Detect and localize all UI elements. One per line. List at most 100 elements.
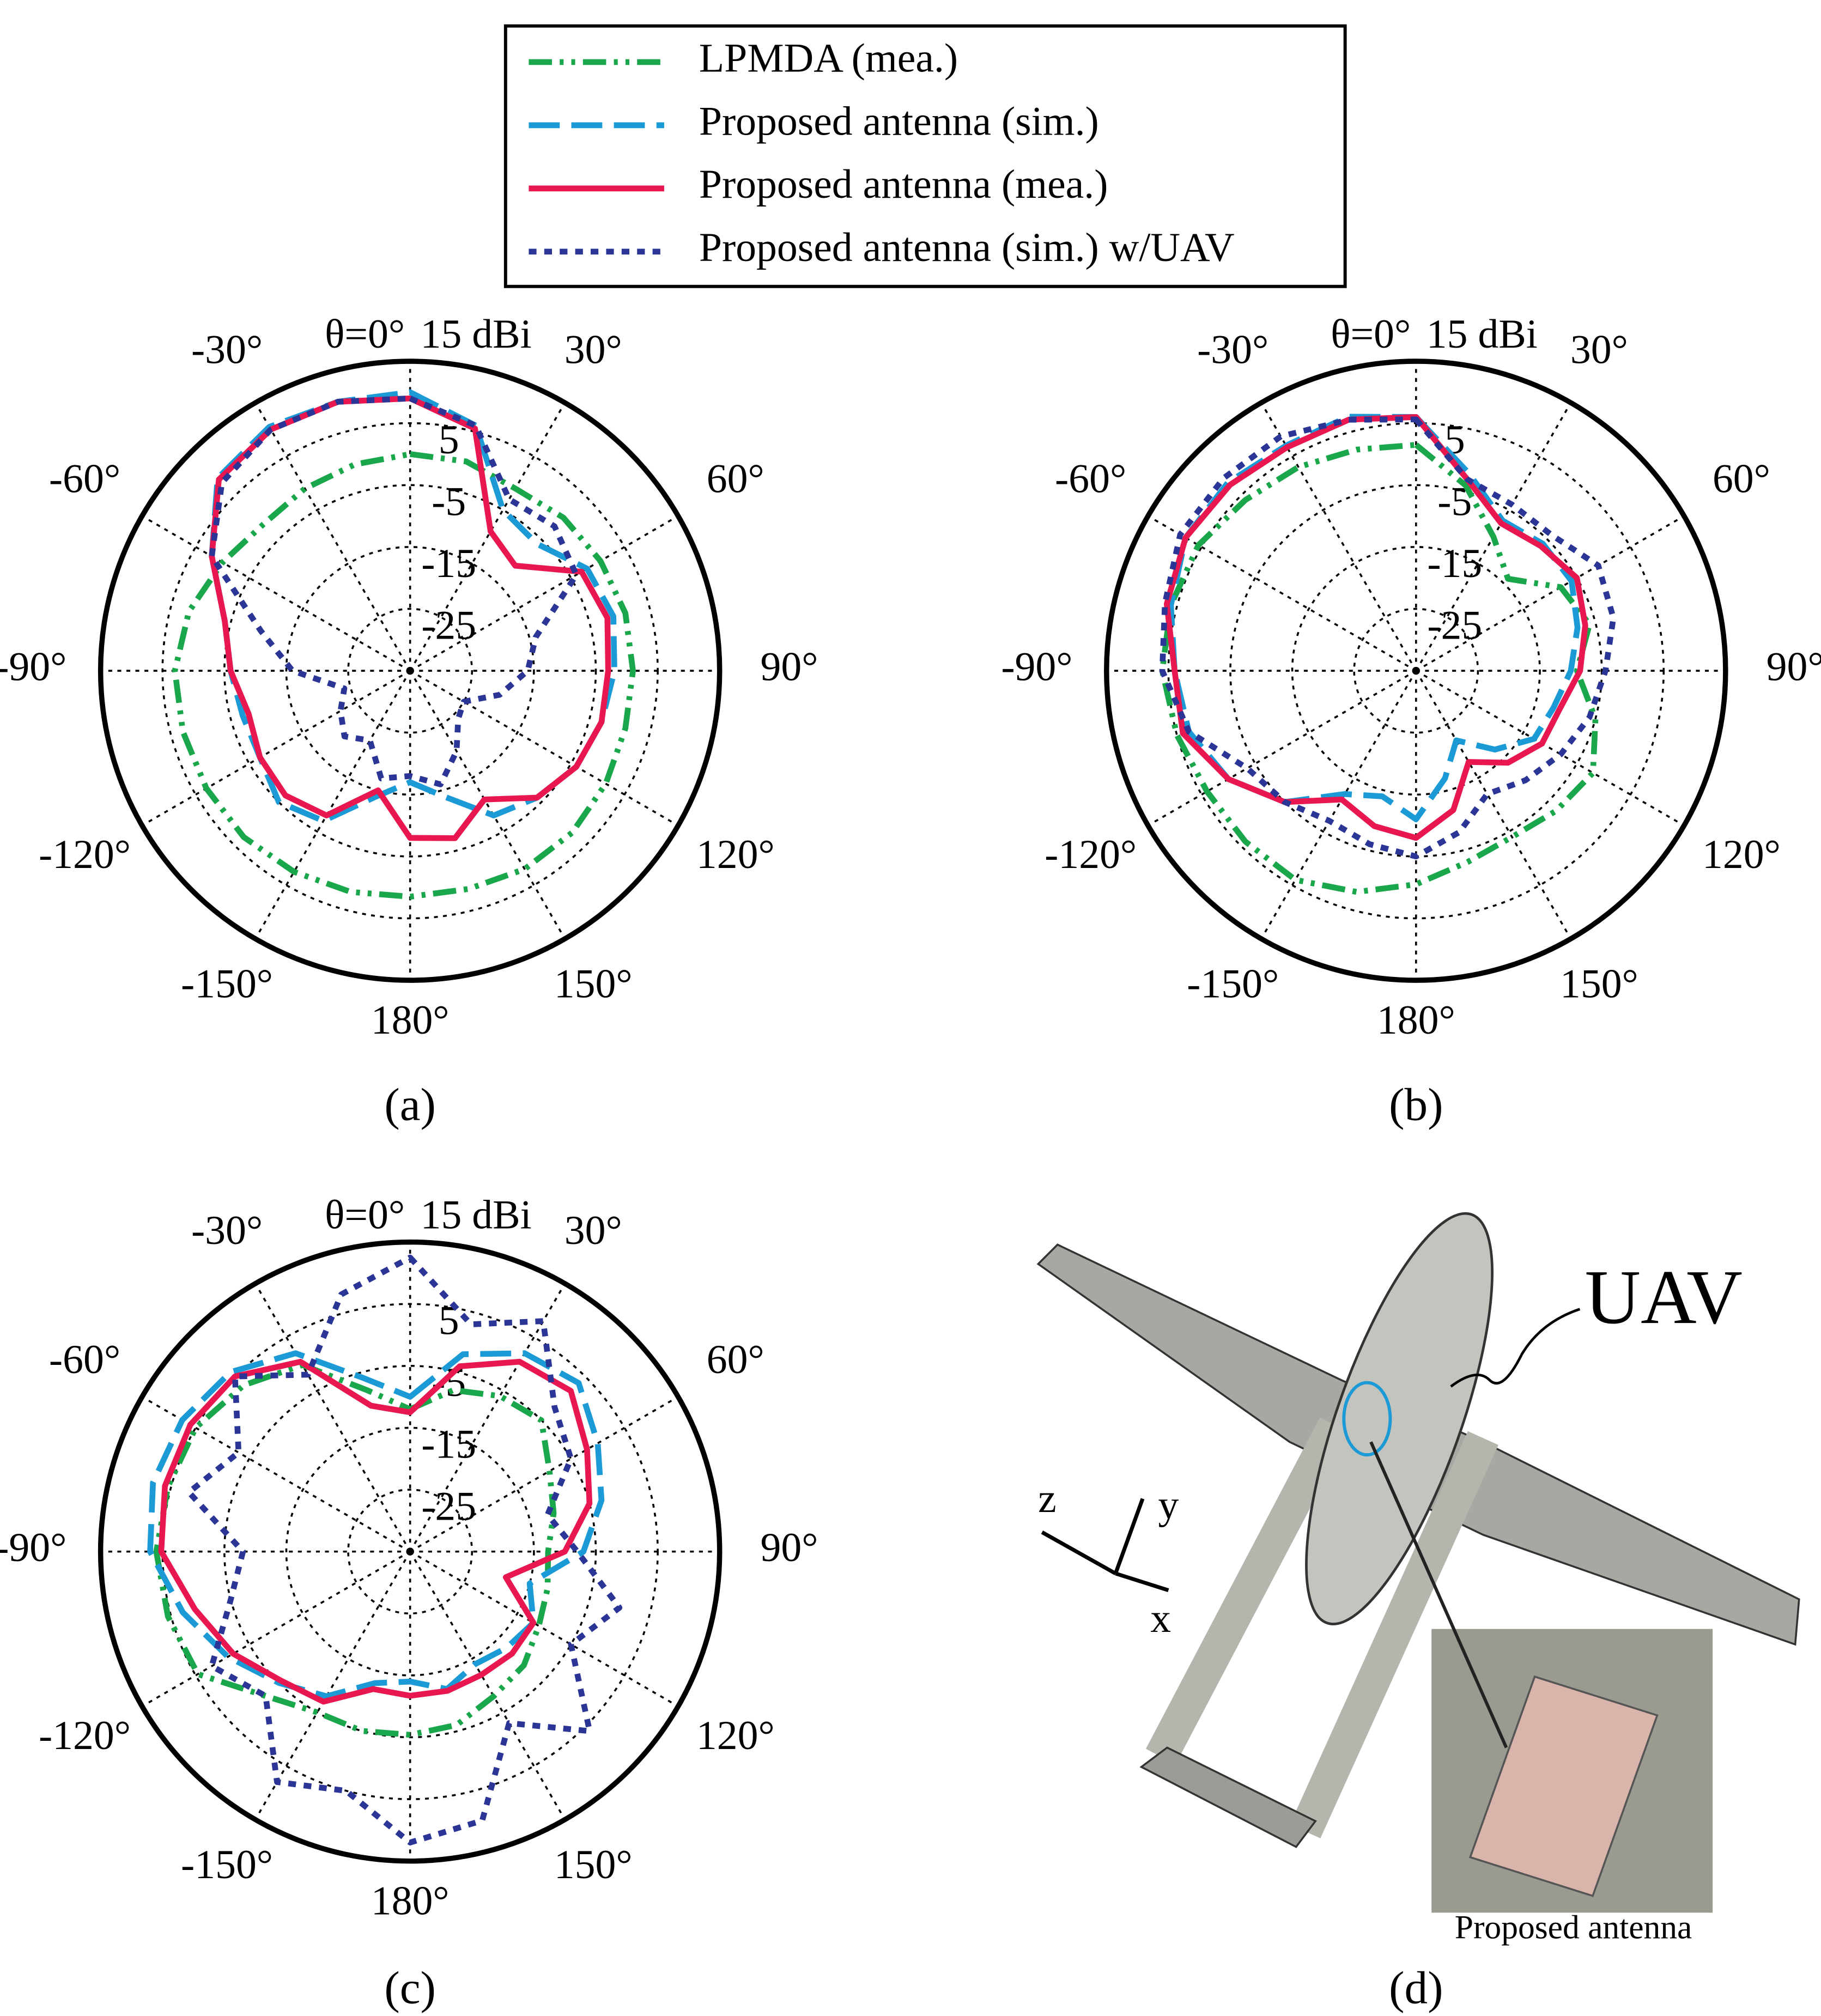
axis-y (1113, 1498, 1145, 1575)
boom-right (1290, 1431, 1498, 1838)
antenna-inset (1468, 1675, 1659, 1897)
theta-tick-label: -90° (0, 644, 66, 689)
plots: 15 dBi 5 -5 -15 -25 θ=0° 30° 60° 90° 120° 150° 180°… (0, 312, 1821, 2014)
grid-ring (223, 1365, 597, 1739)
legend: LPMDA (mea.) Proposed antenna (sim.) Propo… (529, 35, 1235, 270)
boom-left (1145, 1417, 1350, 1765)
grid-spoke (1415, 515, 1685, 672)
grid-ring (347, 608, 474, 734)
theta-tick-label: 120° (696, 1713, 775, 1758)
theta-tick-label: θ=0° (325, 1192, 405, 1237)
theta-tick-label: -30° (191, 1208, 263, 1253)
legend-box (503, 24, 1347, 288)
grid-spoke (141, 1396, 411, 1553)
grid-spoke (254, 1551, 411, 1820)
theta-tick-label: -150° (181, 962, 273, 1007)
arrow (1369, 1441, 1508, 1748)
theta-tick-label: -60° (1055, 457, 1126, 502)
series-line (147, 1350, 605, 1699)
grid-ring (285, 546, 535, 796)
grid-spoke (254, 670, 411, 939)
grid-spoke (409, 515, 679, 672)
panel-caption: (c) (384, 1963, 436, 2014)
theta-tick-label: 90° (1767, 644, 1821, 689)
grid-spoke (141, 515, 411, 672)
r-tick-label: -25 (1427, 603, 1482, 648)
grid-ring (1291, 546, 1541, 796)
series-line (186, 1254, 623, 1845)
theta-tick-label: -30° (1197, 327, 1268, 372)
series-line (1163, 414, 1588, 841)
theta-tick-label: 150° (554, 1842, 633, 1887)
theta-tick-label: -120° (39, 1713, 131, 1758)
theta-tick-label: -90° (0, 1525, 66, 1570)
legend-label: LPMDA (mea.) (699, 35, 958, 81)
antenna-marker (1342, 1381, 1392, 1457)
series-line (209, 395, 611, 841)
theta-tick-label: -30° (191, 327, 263, 372)
grid-spoke (141, 1551, 411, 1708)
r-tick-label: -25 (421, 1484, 476, 1529)
theta-tick-label: 60° (1713, 457, 1770, 502)
grid-spoke (1147, 515, 1417, 672)
series-line (172, 451, 636, 900)
legend-label: Proposed antenna (sim.) (699, 99, 1099, 144)
axis-z-label: z (1038, 1476, 1057, 1521)
theta-tick-label: 90° (761, 644, 818, 689)
grid-spoke (409, 1283, 566, 1552)
theta-tick-label: 60° (707, 457, 764, 502)
grid-spoke (1415, 670, 1572, 939)
r-tick-label: 5 (439, 417, 459, 463)
theta-tick-label: 30° (564, 327, 622, 372)
theta-tick-label: 180° (1377, 998, 1455, 1043)
panel-caption: (a) (384, 1079, 436, 1130)
series-line (1159, 416, 1617, 860)
grid-spoke (141, 670, 411, 827)
grid-spoke (1415, 670, 1685, 827)
theta-tick-label: 120° (1702, 832, 1781, 877)
theta-tick-label: 60° (707, 1337, 764, 1382)
series-line (158, 1358, 593, 1705)
grid-spoke (1147, 670, 1417, 827)
r-tick-label: -15 (421, 1422, 476, 1467)
panel-caption: (b) (1389, 1079, 1443, 1130)
tail (1139, 1746, 1317, 1848)
legend-label: Proposed antenna (mea.) (699, 162, 1108, 207)
axis-y-label: y (1158, 1483, 1179, 1528)
grid-spoke (409, 1551, 566, 1820)
theta-tick-label: 90° (761, 1525, 818, 1570)
grid-ring (285, 1426, 535, 1677)
series-line (153, 1362, 557, 1738)
theta-tick-label: 180° (371, 998, 450, 1043)
theta-tick-label: 120° (696, 832, 775, 877)
grid-spoke (254, 402, 411, 671)
theta-tick-label: -60° (49, 1337, 120, 1382)
center-dot (406, 1547, 414, 1556)
series-line (209, 395, 580, 787)
theta-tick-label: -120° (39, 832, 131, 877)
inset-label: Proposed antenna (1455, 1909, 1692, 1946)
r-tick-label: 15 dBi (421, 312, 532, 357)
grid-ring (223, 484, 597, 858)
grid-spoke (409, 1551, 679, 1708)
grid-ring (347, 1489, 474, 1615)
r-tick-label: -5 (432, 479, 466, 524)
theta-tick-label: 150° (554, 962, 633, 1007)
legend-label: Proposed antenna (sim.) w/UAV (699, 225, 1235, 270)
r-tick-label: -15 (421, 541, 476, 586)
theta-tick-label: 30° (1570, 327, 1628, 372)
theta-tick-label: θ=0° (325, 312, 405, 357)
grid-spoke (1260, 402, 1417, 671)
axis-x-label: x (1150, 1596, 1171, 1641)
r-tick-label: 15 dBi (421, 1192, 532, 1237)
theta-tick-label: -120° (1045, 832, 1137, 877)
theta-tick-label: -150° (1187, 962, 1279, 1007)
grid-spoke (409, 1396, 679, 1553)
axis-x (1115, 1571, 1169, 1593)
theta-tick-label: 150° (1560, 962, 1638, 1007)
fuselage (1305, 1212, 1494, 1625)
